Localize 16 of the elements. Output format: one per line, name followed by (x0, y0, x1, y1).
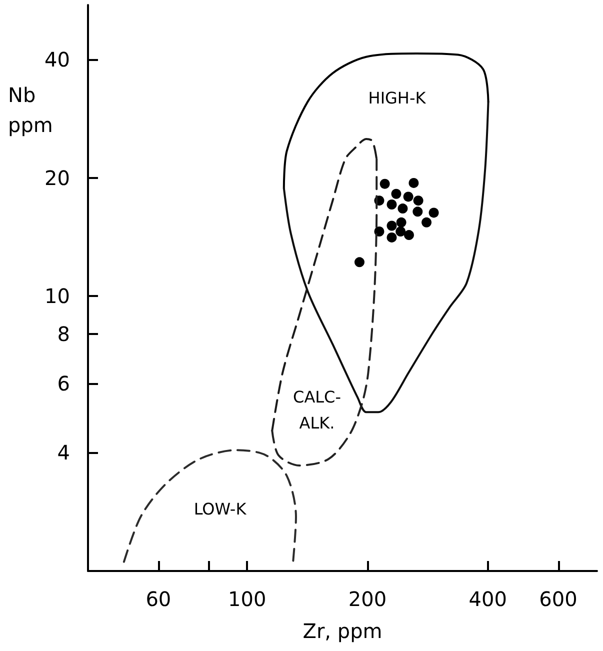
x-tick-label: 600 (539, 587, 578, 611)
annotation: LOW-K (194, 500, 247, 518)
y-tick-label: 10 (44, 284, 70, 308)
x-tick-label: 60 (146, 587, 172, 611)
y-tick-label: 4 (57, 440, 70, 465)
annotation: CALC- ALK. (293, 388, 341, 432)
y-tick-label: 20 (44, 166, 70, 190)
y-tick-label: 6 (57, 371, 70, 396)
x-axis-title: Zr, ppm (302, 619, 382, 643)
y-tick-label: 8 (57, 322, 70, 346)
y-axis-title: Nb ppm (8, 83, 53, 137)
y-tick-label: 40 (44, 47, 70, 72)
x-tick-label: 400 (468, 587, 507, 611)
x-tick-label: 100 (228, 587, 266, 611)
annotation: HIGH-K (368, 88, 426, 108)
x-tick-label: 200 (348, 587, 387, 611)
